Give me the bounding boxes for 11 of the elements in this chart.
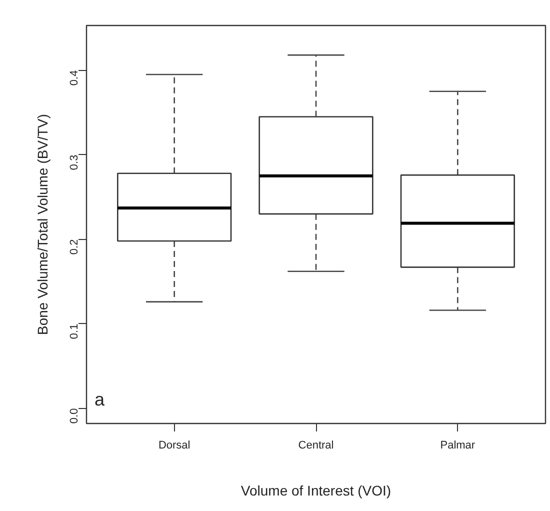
x-tick-label: Central — [298, 440, 334, 452]
x-axis-title: Volume of Interest (VOI) — [240, 482, 392, 498]
y-axis-title: Bone Volume/Total Volume (BV/TV) — [34, 114, 50, 335]
y-tick-label: 0.2 — [68, 239, 80, 255]
y-tick-label: 0.3 — [68, 154, 80, 170]
x-tick-label: Dorsal — [158, 440, 190, 452]
annotation: a — [94, 390, 106, 410]
y-tick-label: 0.0 — [68, 408, 80, 424]
y-tick-label: 0.4 — [68, 70, 80, 86]
x-tick-label: Palmar — [440, 440, 476, 452]
y-tick-label: 0.1 — [68, 324, 80, 340]
